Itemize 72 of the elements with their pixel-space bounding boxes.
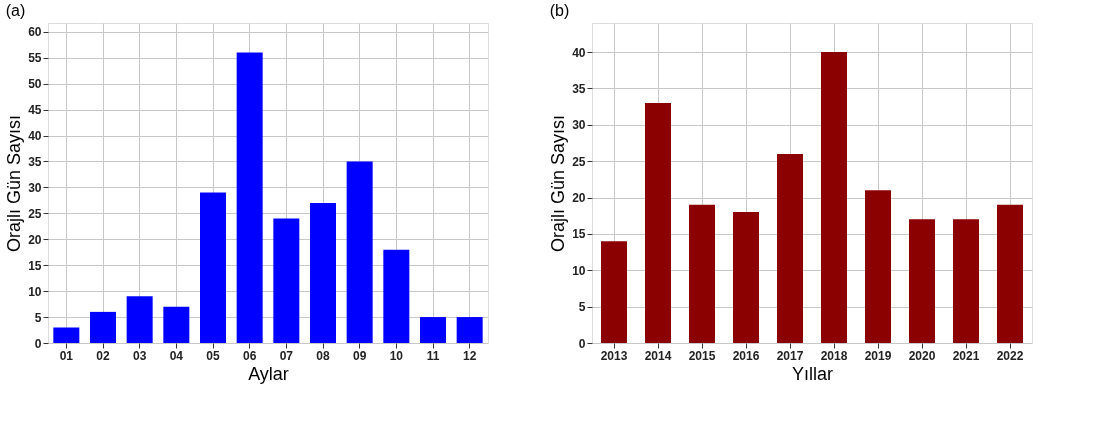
y-tick-label: 40 [572, 45, 586, 60]
x-tick-label: 01 [59, 348, 74, 363]
y-tick-label: 0 [578, 336, 586, 351]
x-tick-label: 11 [426, 348, 440, 363]
y-tick-label: 5 [578, 300, 586, 315]
x-tick-label: 2013 [600, 348, 628, 363]
y-axis-title: Orajlı Gün Sayısı [548, 114, 569, 253]
y-tick-label: 60 [28, 25, 42, 40]
bar [163, 306, 190, 343]
y-tick-label: 25 [28, 206, 42, 221]
x-tick-label: 03 [132, 348, 147, 363]
x-axis-title: Yıllar [791, 363, 834, 384]
x-tick-label: 2018 [820, 348, 848, 363]
y-tick-label: 15 [28, 258, 42, 273]
y-tick-label: 25 [572, 154, 586, 169]
bar [200, 192, 226, 343]
x-tick-label: 2021 [952, 348, 980, 363]
y-axis-title: Orajlı Gün Sayısı [4, 114, 25, 253]
x-tick-label: 2015 [688, 348, 716, 363]
bar [236, 52, 263, 343]
bar [383, 249, 410, 343]
bar [310, 202, 336, 343]
y-tick-label: 35 [572, 81, 586, 96]
bar [601, 241, 627, 343]
bar [273, 218, 300, 343]
bar [456, 317, 483, 343]
y-tick-label: 5 [34, 310, 42, 325]
bar [733, 212, 759, 343]
y-tick-label: 20 [28, 232, 42, 247]
y-tick-label: 10 [28, 284, 42, 299]
x-tick-label: 2022 [996, 348, 1024, 363]
x-tick-label: 2016 [732, 348, 760, 363]
x-tick-label: 2020 [908, 348, 936, 363]
bar [346, 161, 373, 343]
x-tick-label: 2019 [864, 348, 892, 363]
bar [953, 219, 979, 343]
bar [645, 103, 671, 343]
x-tick-label: 04 [169, 348, 184, 363]
bar [689, 204, 715, 343]
x-tick-label: 05 [206, 348, 220, 363]
x-tick-label: 06 [242, 348, 257, 363]
y-tick-label: 30 [572, 118, 586, 133]
bar [53, 327, 80, 343]
bar [126, 296, 153, 343]
y-tick-label: 40 [28, 129, 42, 144]
x-tick-label: 08 [316, 348, 330, 363]
bar [90, 311, 116, 343]
x-axis-title: Aylar [248, 363, 289, 384]
chart-title: (a) [5, 2, 26, 19]
x-tick-label: 10 [389, 348, 404, 363]
y-tick-label: 10 [572, 263, 586, 278]
bar [865, 190, 891, 343]
y-tick-label: 15 [572, 227, 586, 242]
x-tick-label: 2017 [776, 348, 804, 363]
x-tick-label: 2014 [644, 348, 672, 363]
y-tick-label: 45 [28, 103, 42, 118]
x-tick-label: 02 [96, 348, 110, 363]
bar [420, 317, 446, 343]
y-tick-label: 35 [28, 154, 42, 169]
y-tick-label: 0 [34, 336, 42, 351]
bar [777, 153, 803, 343]
y-tick-label: 55 [28, 51, 42, 66]
y-tick-label: 20 [572, 191, 586, 206]
bar [997, 204, 1023, 343]
y-tick-label: 50 [28, 77, 42, 92]
x-tick-label: 07 [279, 348, 294, 363]
x-tick-label: 12 [462, 348, 477, 363]
x-tick-label: 09 [352, 348, 367, 363]
y-tick-label: 30 [28, 180, 42, 195]
bar [909, 219, 935, 343]
bar [821, 52, 847, 343]
chart-title: (b) [549, 2, 570, 19]
